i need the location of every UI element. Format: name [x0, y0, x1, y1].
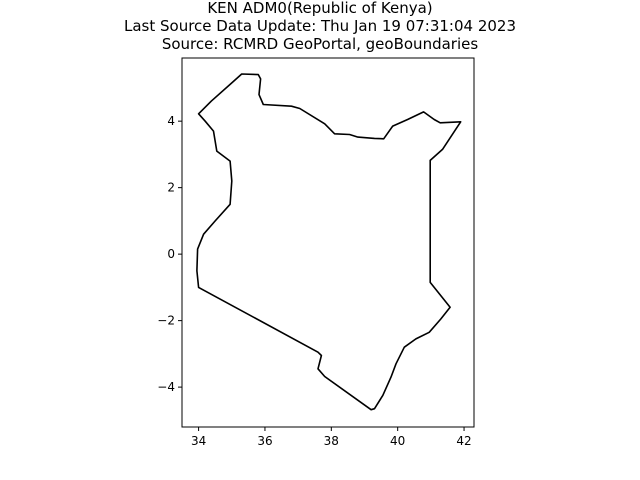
x-tick-label: 40 [390, 434, 405, 448]
x-tick-label: 34 [191, 434, 206, 448]
y-tick-label: −2 [157, 314, 175, 328]
y-tick-label: −4 [157, 380, 175, 394]
map-title: KEN ADM0(Republic of Kenya) [207, 0, 433, 17]
map-subtitle-update: Last Source Data Update: Thu Jan 19 07:3… [123, 17, 517, 35]
y-tick-label: 4 [167, 114, 175, 128]
x-axis: 34 36 38 40 42 [191, 427, 472, 448]
y-tick-label: 2 [167, 181, 175, 195]
x-tick-label: 38 [324, 434, 339, 448]
y-axis: −4 −2 0 2 4 [157, 114, 182, 394]
map-subtitle-source: Source: RCMRD GeoPortal, geoBoundaries [161, 35, 479, 53]
plot-frame [181, 57, 475, 428]
y-tick-label: 0 [167, 247, 175, 261]
kenya-boundary [196, 73, 462, 411]
x-tick-label: 42 [456, 434, 471, 448]
x-tick-label: 36 [257, 434, 272, 448]
